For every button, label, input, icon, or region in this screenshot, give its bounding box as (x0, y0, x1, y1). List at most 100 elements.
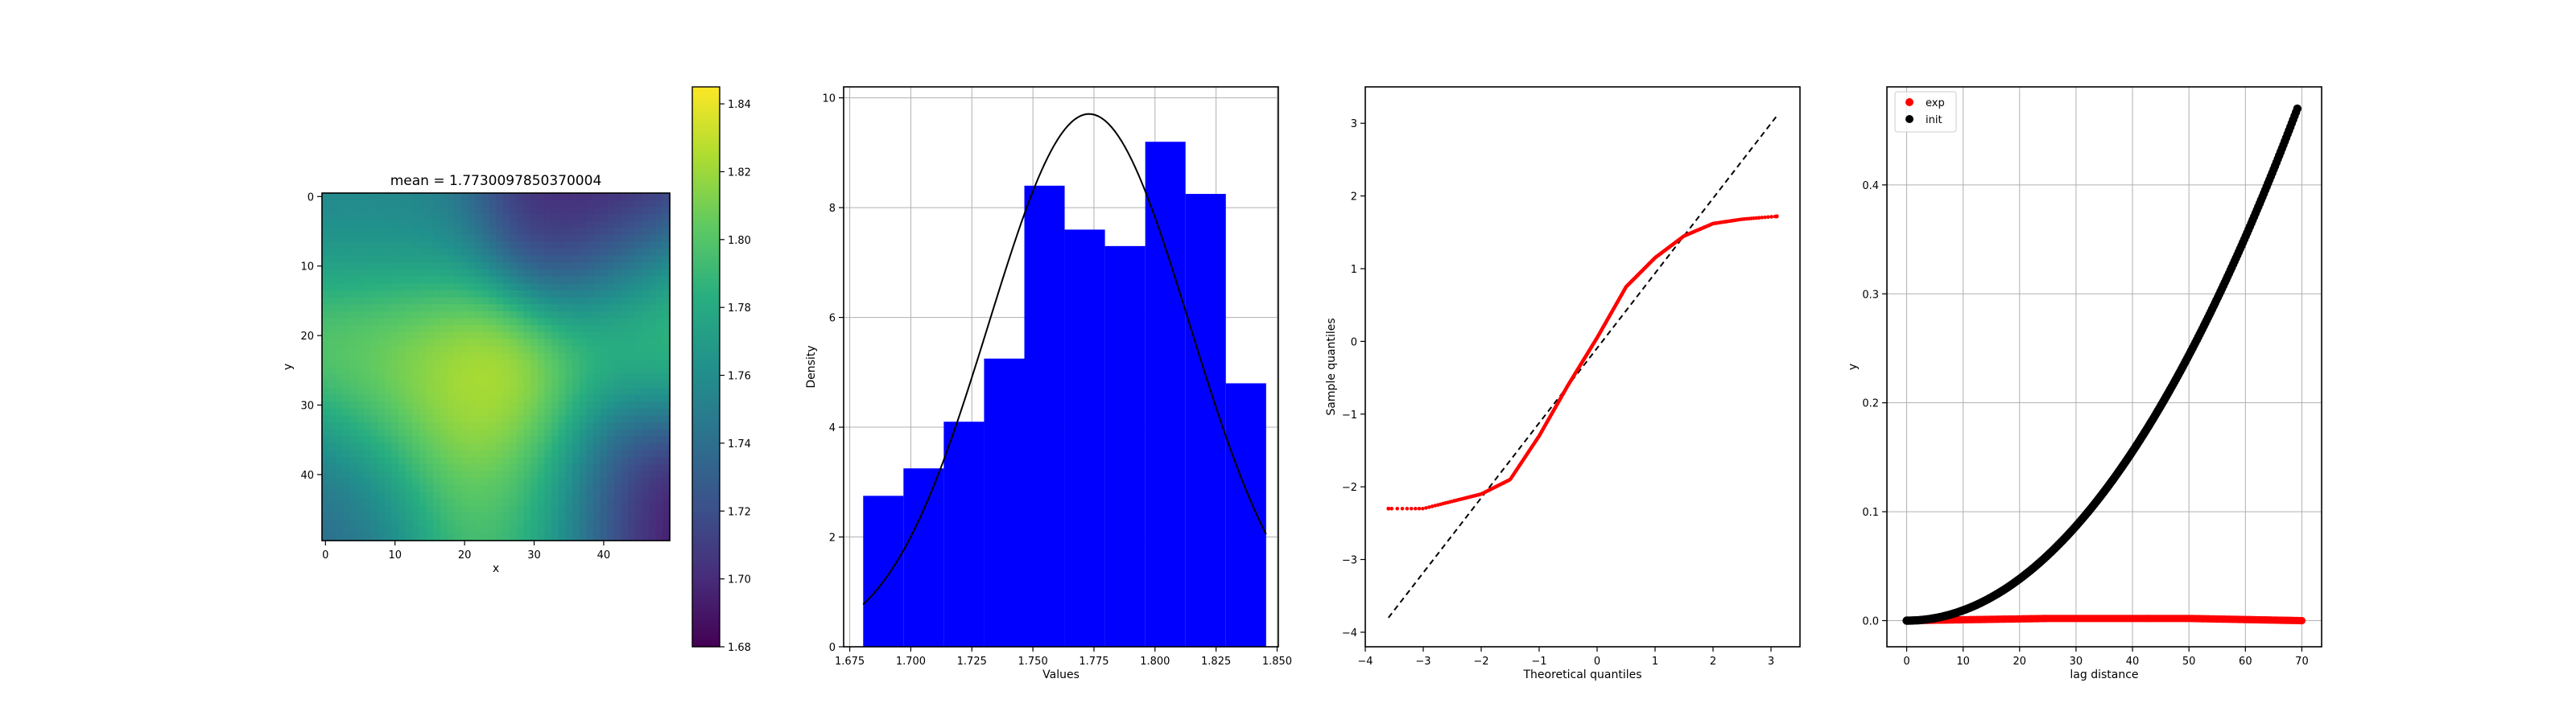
heatmap-cell (405, 373, 413, 381)
heatmap-cell (363, 213, 372, 222)
heatmap-cell (530, 234, 539, 243)
heatmap-cell (579, 325, 587, 333)
heatmap-cell (475, 220, 483, 228)
heatmap-cell (328, 331, 336, 340)
heatmap-cell (322, 255, 330, 263)
heatmap-cell (537, 352, 546, 360)
heatmap-cell (468, 241, 476, 249)
heatmap-cell (363, 463, 372, 472)
x-tick-label: 70 (2295, 656, 2309, 668)
heatmap-cell (336, 512, 344, 520)
y-tick-label: 0.1 (1862, 507, 1879, 519)
heatmap-cell (586, 255, 594, 263)
heatmap-cell (613, 401, 622, 409)
heatmap-cell (544, 457, 552, 465)
heatmap-cell (391, 436, 399, 444)
heatmap-cell (551, 387, 559, 396)
heatmap-cell (572, 249, 580, 257)
heatmap-cell (440, 325, 448, 333)
heatmap-cell (510, 241, 518, 249)
heatmap-cell (357, 429, 365, 437)
heatmap-cell (516, 352, 525, 360)
heatmap-cell (502, 394, 510, 402)
heatmap-cell (496, 484, 504, 493)
heatmap-cell (621, 422, 629, 430)
heatmap-cell (551, 228, 559, 236)
heatmap-cell (544, 450, 552, 458)
colorbar-tick-label: 1.68 (728, 642, 751, 654)
heatmap-cell (655, 207, 663, 215)
heatmap-cell (342, 505, 351, 514)
heatmap-cell (530, 499, 539, 507)
heatmap-cell (460, 297, 469, 305)
heatmap-cell (621, 381, 629, 389)
heatmap-cell (510, 505, 518, 514)
heatmap-cell (460, 290, 469, 298)
heatmap-cell (342, 241, 351, 249)
histogram-panel: 1.675 1.700 1.725 1.750 1.775 1.800 1.825 1.850… (805, 86, 1292, 681)
heatmap-cell (642, 450, 650, 458)
heatmap-cell (322, 207, 330, 215)
heatmap-cell (642, 512, 650, 520)
heatmap-cell (502, 436, 510, 444)
heatmap-cell (481, 381, 489, 389)
heatmap-cell (447, 249, 455, 257)
heatmap-cell (426, 325, 434, 333)
heatmap-cell (558, 457, 566, 465)
heatmap-cell (384, 234, 392, 243)
heatmap-cell (649, 241, 657, 249)
heatmap-cell (468, 499, 476, 507)
heatmap-cell (475, 228, 483, 236)
heatmap-cell (537, 290, 546, 298)
heatmap-cell (572, 443, 580, 451)
heatmap-cell (572, 297, 580, 305)
heatmap-cell (447, 262, 455, 270)
heatmap-cell (481, 463, 489, 472)
heatmap-cell (412, 505, 420, 514)
heatmap-cell (384, 450, 392, 458)
heatmap-cell (523, 193, 531, 201)
heatmap-cell (405, 450, 413, 458)
heatmap-cell (558, 436, 566, 444)
variogram-x-label: lag distance (2070, 668, 2138, 681)
heatmap-cell (544, 415, 552, 423)
heatmap-cell (572, 360, 580, 368)
heatmap-cell (468, 367, 476, 375)
heatmap-cell (342, 290, 351, 298)
heatmap-cell (579, 505, 587, 514)
heatmap-cell (398, 360, 407, 368)
x-tick-label: −2 (1473, 656, 1488, 668)
heatmap-cell (426, 352, 434, 360)
heatmap-cell (336, 290, 344, 298)
heatmap-cell (530, 283, 539, 291)
heatmap-cell (558, 325, 566, 333)
heatmap-cell (363, 505, 372, 514)
heatmap-cell (628, 450, 636, 458)
heatmap-cell (447, 512, 455, 520)
heatmap-cell (613, 318, 622, 326)
heatmap-cell (558, 484, 566, 493)
heatmap-cell (328, 526, 336, 534)
heatmap-cell (342, 415, 351, 423)
heatmap-cell (349, 463, 357, 472)
heatmap-cell (433, 234, 441, 243)
heatmap-cell (481, 471, 489, 479)
heatmap-cell (586, 318, 594, 326)
qq-point (1757, 216, 1761, 220)
heatmap-cell (516, 200, 525, 208)
heatmap-cell (405, 297, 413, 305)
heatmap-cell (322, 381, 330, 389)
heatmap-cell (607, 381, 615, 389)
heatmap-cell (649, 360, 657, 368)
heatmap-cell (496, 408, 504, 417)
heatmap-cell (613, 228, 622, 236)
heatmap-cell (384, 311, 392, 319)
heatmap-cell (558, 512, 566, 520)
heatmap-cell (613, 471, 622, 479)
heatmap-cell (328, 213, 336, 222)
heatmap-cell (398, 450, 407, 458)
heatmap-cell (642, 422, 650, 430)
heatmap-cell (454, 262, 462, 270)
heatmap-cell (460, 249, 469, 257)
heatmap-cell (419, 339, 427, 347)
